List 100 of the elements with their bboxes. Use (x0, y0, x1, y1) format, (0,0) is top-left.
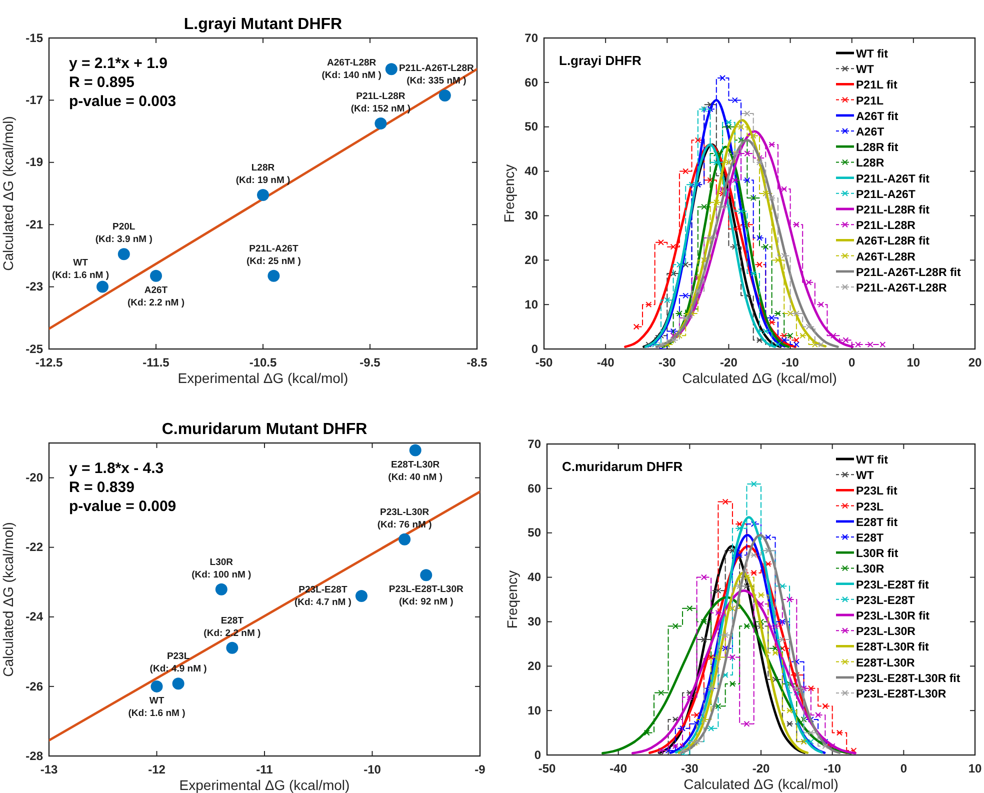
y-tick-label: 10 (528, 703, 542, 718)
y-tick-label: 30 (524, 208, 538, 223)
y-tick-label: -22 (26, 540, 44, 554)
legend-label: WT (856, 470, 874, 482)
x-tick-label: 20 (968, 356, 982, 370)
annotation: y = 1.8*x - 4.3 (69, 460, 164, 477)
y-tick-label: 20 (528, 658, 542, 673)
legend-label: P21L-A26T fit (856, 173, 930, 186)
annotation: L30R (Kd: 100 nM ) (192, 556, 252, 580)
legend-label: P23L-L30R (856, 626, 916, 638)
x-tick-label: -9 (474, 762, 486, 777)
x-tick-label: 0 (848, 356, 856, 370)
x-tick-label: 10 (906, 356, 920, 370)
y-tick-label: 40 (528, 570, 542, 584)
legend-label: P21L (856, 95, 884, 108)
x-tick-label: -30 (680, 762, 699, 776)
annotation: P21L-A26T (Kd: 25 nM ) (246, 243, 301, 267)
y-tick-label: 60 (528, 481, 542, 496)
annotation: y = 2.1*x + 1.9 (69, 55, 168, 72)
y-tick-label: -21 (26, 217, 44, 232)
legend-label: P23L (856, 501, 884, 514)
annotation: P20L (Kd: 3.9 nM ) (95, 222, 152, 246)
x-tick-label: -10 (824, 762, 842, 776)
legend-label: P21L-A26T-L28R (856, 282, 948, 294)
legend-label: P23L-E28T-L30R fit (856, 672, 960, 685)
legend-label: L28R fit (856, 142, 898, 154)
x-tick-label: 10 (968, 762, 982, 776)
x-tick-label: -12 (148, 762, 166, 777)
legend-label: P21L-L28R fit (856, 204, 930, 216)
annotation: A26T-L28R (Kd: 140 nM ) (322, 57, 382, 81)
y-tick-label: -25 (26, 342, 44, 356)
annotation: P23L-E28T-L30R (Kd: 92 nM ) (388, 584, 464, 608)
y-axis-title: Freqency (501, 164, 517, 223)
y-tick-label: -24 (26, 610, 44, 624)
chart-title: C.muridarum Mutant DHFR (162, 421, 368, 438)
x-tick-label: 0 (900, 762, 908, 776)
y-tick-label: -26 (26, 679, 44, 694)
legend-label: P21L-A26T (856, 188, 916, 201)
y-tick-label: 40 (524, 164, 538, 178)
x-tick-label: -20 (720, 356, 738, 370)
x-tick-label: -11.5 (142, 356, 170, 370)
legend-label: P23L fit (856, 486, 898, 498)
x-tick-label: -40 (610, 762, 628, 776)
y-tick-label: -20 (26, 470, 44, 485)
x-tick-label: -50 (535, 356, 553, 370)
x-tick-label: -20 (752, 762, 770, 776)
chart-title: L.grayi Mutant DHFR (184, 16, 343, 33)
legend-label: L30R (856, 564, 885, 576)
legend-label: WT fit (856, 454, 888, 466)
x-tick-label: -30 (658, 356, 676, 370)
legend-label: E28T-L30R fit (856, 642, 930, 654)
x-tick-label: -13 (40, 762, 58, 777)
annotation: p-value = 0.009 (69, 498, 176, 515)
annotation: L.grayi DHFR (559, 53, 642, 68)
annotation: R = 0.839 (69, 479, 134, 496)
x-tick-label: -50 (538, 762, 556, 776)
annotation: P23L (Kd: 4.9 nM ) (150, 651, 207, 675)
x-tick-label: -9.5 (360, 356, 381, 370)
x-axis-title: Calculated ΔG (kcal/mol) (682, 370, 837, 386)
y-tick-label: 70 (524, 30, 538, 45)
legend-label: P23L-E28T-L30R (856, 688, 947, 700)
legend-label: L28R (856, 158, 885, 170)
y-tick-label: 0 (534, 748, 542, 762)
legend-label: A26T-L28R fit (856, 236, 930, 248)
legend-label: WT fit (856, 48, 888, 60)
x-tick-label: -11 (256, 762, 274, 777)
y-axis-title: Calculated ΔG (kcal/mol) (0, 116, 16, 271)
y-tick-label: -17 (26, 93, 44, 108)
legend-label: P23L-E28T fit (856, 579, 930, 592)
y-tick-label: -19 (26, 155, 44, 170)
y-tick-label: 50 (524, 120, 538, 134)
x-axis-title: Calculated ΔG (kcal/mol) (684, 776, 838, 792)
x-tick-label: -8.5 (466, 356, 488, 370)
y-tick-label: -28 (26, 748, 44, 763)
legend-label: WT (856, 64, 874, 76)
x-tick-label: -12.5 (35, 356, 63, 370)
legend-label: E28T-L30R (856, 657, 916, 670)
annotation: WT (Kd: 1.6 nM ) (52, 257, 109, 281)
y-axis-title: Calculated ΔG (kcal/mol) (0, 522, 16, 677)
legend-label: P23L-E28T (856, 594, 915, 607)
annotation: A26T (Kd: 2.2 nM ) (128, 284, 184, 308)
y-tick-label: 30 (528, 614, 542, 629)
y-tick-label: 60 (524, 75, 538, 90)
annotation: E28T-L30R (Kd: 40 nM ) (388, 459, 443, 483)
y-axis-title: Freqency (504, 570, 520, 629)
y-tick-label: 0 (531, 342, 538, 356)
legend-label: E28T fit (856, 516, 898, 529)
x-tick-label: -10 (364, 762, 382, 777)
legend-label: P23L-L30R fit (856, 610, 930, 622)
y-tick-label: 70 (528, 436, 542, 451)
x-tick-label: -10 (782, 356, 800, 370)
legend-label: P21L-A26T-L28R fit (856, 266, 961, 279)
x-tick-label: -40 (596, 356, 615, 370)
x-axis-title: Experimental ΔG (kcal/mol) (179, 777, 350, 793)
annotation: C.muridarum DHFR (562, 459, 684, 474)
annotation: WT (Kd: 1.6 nM ) (128, 695, 186, 719)
legend-label: A26T (856, 126, 884, 138)
legend-label: L30R fit (856, 548, 898, 560)
legend-label: E28T (856, 532, 884, 544)
x-tick-label: -10.5 (249, 356, 277, 370)
